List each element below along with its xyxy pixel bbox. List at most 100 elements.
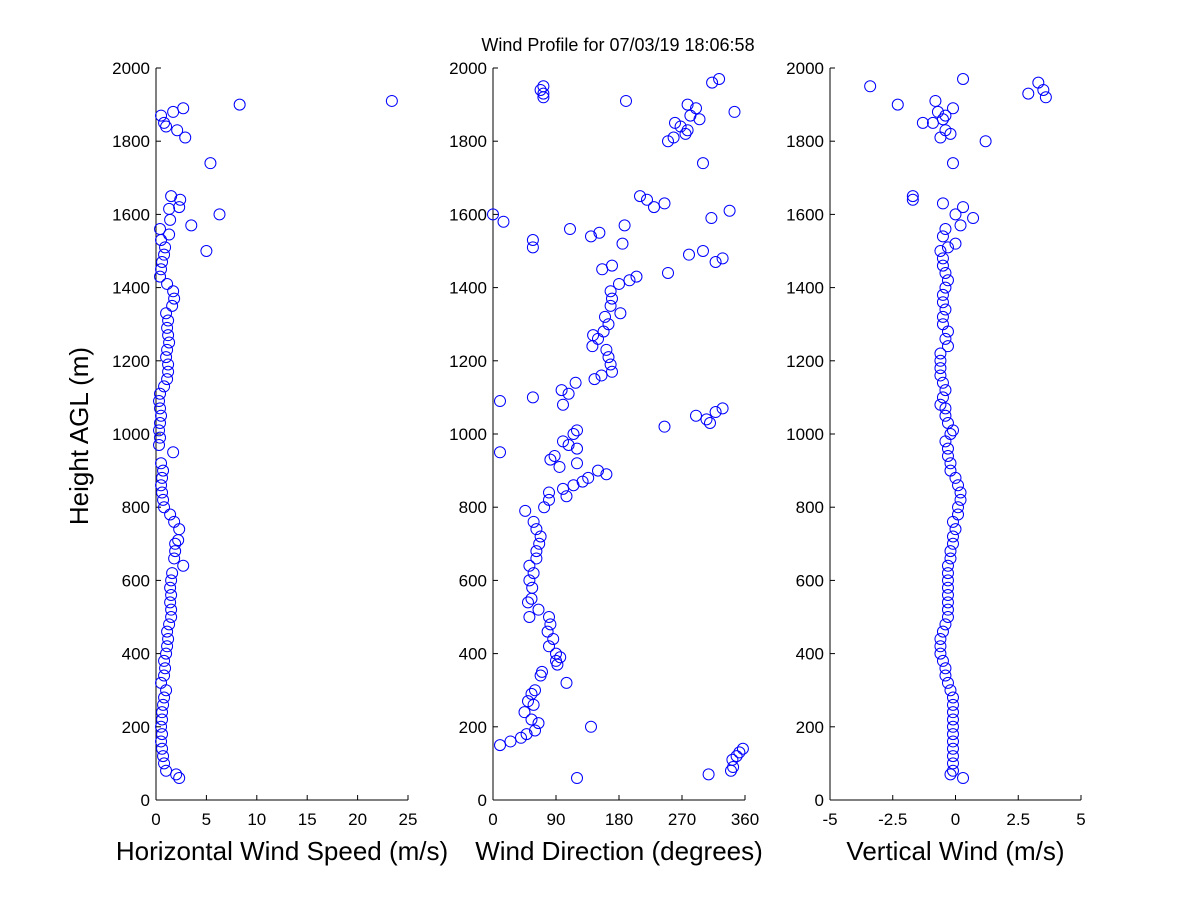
x-tick-label: 5 <box>1076 810 1085 829</box>
data-point <box>934 245 947 257</box>
data-point <box>604 299 617 312</box>
data-point <box>177 559 190 572</box>
data-point <box>891 98 904 111</box>
data-point <box>548 449 561 462</box>
data-point <box>954 219 967 232</box>
y-tick-label: 800 <box>459 498 487 517</box>
data-point <box>161 640 174 653</box>
data-point <box>533 537 546 550</box>
data-point <box>706 76 719 89</box>
y-tick-label: 400 <box>459 645 487 664</box>
x-tick-label: -5 <box>822 810 837 829</box>
data-point <box>939 223 952 236</box>
data-point <box>155 409 168 422</box>
data-point <box>641 193 653 206</box>
data-point <box>527 515 540 528</box>
y-tick-label: 600 <box>459 571 487 590</box>
data-point <box>941 559 954 572</box>
data-point <box>713 72 726 85</box>
y-tick-label: 1800 <box>786 132 824 151</box>
data-point <box>946 713 959 726</box>
data-point <box>537 87 550 100</box>
data-point <box>165 611 178 623</box>
data-point <box>541 625 554 638</box>
data-point <box>606 292 618 305</box>
data-point <box>532 717 545 730</box>
data-point <box>165 589 178 602</box>
data-point <box>567 428 580 440</box>
data-point <box>157 698 170 711</box>
data-point <box>161 373 174 386</box>
y-tick-label: 1600 <box>449 205 487 224</box>
data-point <box>957 201 970 214</box>
data-point <box>709 406 722 419</box>
data-point <box>160 684 173 697</box>
data-point <box>158 669 171 682</box>
data-point <box>158 248 171 261</box>
data-point <box>560 676 573 689</box>
data-point <box>571 424 583 437</box>
data-point <box>604 285 617 298</box>
x-tick-label: 270 <box>668 810 696 829</box>
data-point <box>200 245 213 257</box>
data-point <box>939 109 952 122</box>
data-point <box>165 190 178 203</box>
data-point <box>497 215 510 228</box>
y-tick-label: 1000 <box>449 425 487 444</box>
data-point <box>941 581 954 594</box>
data-point <box>939 281 952 294</box>
data-point <box>697 157 709 170</box>
data-point <box>158 757 171 770</box>
data-point <box>518 706 531 719</box>
data-point <box>936 230 949 243</box>
data-point <box>157 493 170 506</box>
data-point <box>916 116 929 129</box>
y-tick-label: 2000 <box>112 59 150 78</box>
y-tick-label: 800 <box>122 498 150 517</box>
data-point <box>164 581 177 594</box>
data-point <box>158 380 171 393</box>
y-tick-label: 200 <box>122 718 150 737</box>
data-point <box>162 358 175 371</box>
data-point <box>165 603 178 616</box>
data-point <box>158 691 171 704</box>
data-point <box>155 720 168 733</box>
data-point <box>155 457 168 470</box>
data-point <box>623 274 636 287</box>
data-point <box>606 365 618 378</box>
y-tick-label: 1800 <box>449 132 487 151</box>
data-point <box>523 559 536 572</box>
data-point <box>167 446 180 459</box>
data-point <box>167 285 180 298</box>
data-point <box>155 676 168 689</box>
data-point <box>557 435 569 448</box>
data-point <box>944 545 957 558</box>
data-point <box>529 724 541 737</box>
data-point <box>595 369 608 382</box>
data-point <box>936 391 949 404</box>
x-tick-label: -2.5 <box>878 810 907 829</box>
data-point <box>658 420 671 433</box>
data-point <box>936 654 949 667</box>
y-tick-label: 0 <box>815 791 824 810</box>
data-point <box>934 632 947 645</box>
data-point <box>946 720 959 733</box>
data-point <box>936 259 949 272</box>
data-point <box>544 618 557 631</box>
data-point <box>156 706 169 719</box>
data-point <box>944 464 957 477</box>
data-point <box>544 453 557 466</box>
data-point <box>154 402 167 415</box>
data-point <box>543 640 555 653</box>
data-point <box>936 113 949 126</box>
data-point <box>520 728 533 741</box>
data-point <box>697 245 709 257</box>
data-point <box>939 669 952 682</box>
y-tick-label: 0 <box>141 791 150 810</box>
data-point <box>949 237 962 250</box>
data-point <box>941 596 954 609</box>
data-point <box>233 98 246 111</box>
y-tick-label: 800 <box>796 498 824 517</box>
data-point <box>946 102 959 115</box>
data-point <box>156 713 169 726</box>
